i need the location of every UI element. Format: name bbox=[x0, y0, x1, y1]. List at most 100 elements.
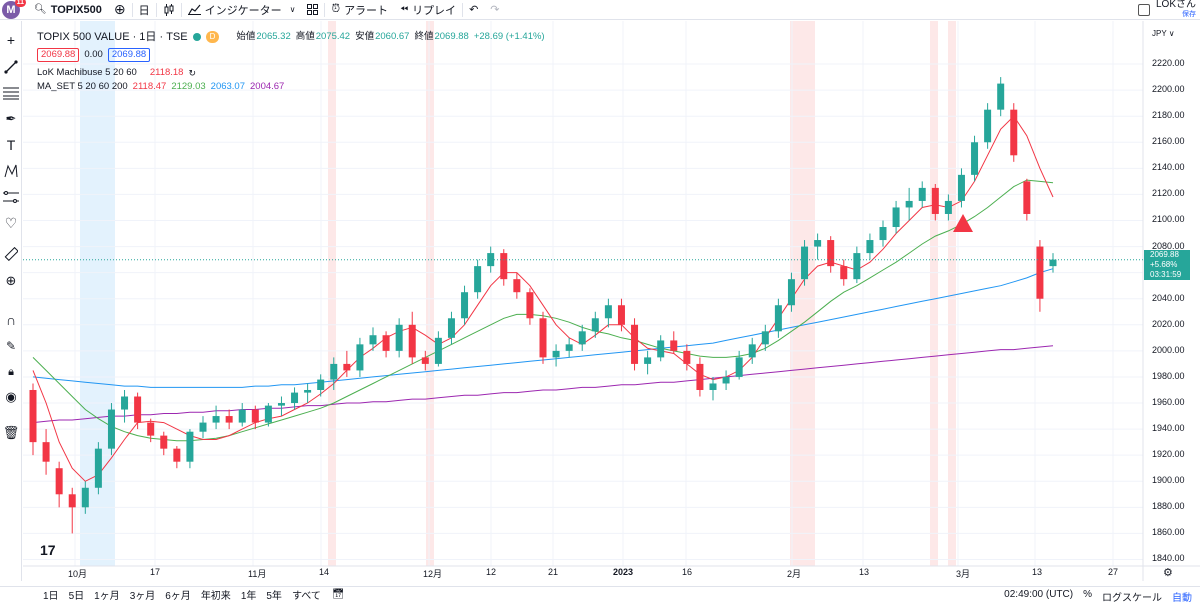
buy-button[interactable]: 2069.88 bbox=[107, 48, 151, 62]
magnet-tool[interactable]: ∩ bbox=[2, 311, 20, 329]
layouts-button[interactable] bbox=[301, 0, 324, 20]
candle-body bbox=[827, 240, 835, 267]
price-tick-label: 2080.00 bbox=[1152, 240, 1185, 251]
text-tool[interactable]: T bbox=[2, 136, 20, 154]
stay-drawing-tool[interactable]: ✎ bbox=[2, 337, 20, 355]
measure-tool[interactable] bbox=[2, 245, 20, 263]
range-button[interactable]: 5日 bbox=[68, 591, 85, 602]
currency-label[interactable]: JPY ∨ bbox=[1152, 29, 1175, 38]
clock[interactable]: 02:49:00 (UTC) bbox=[1004, 589, 1074, 600]
brush-tool[interactable]: ✒︎ bbox=[2, 110, 20, 128]
candle-body bbox=[1010, 109, 1018, 156]
candle-body bbox=[761, 331, 769, 345]
trend-line-tool[interactable] bbox=[2, 58, 20, 76]
fib-tool[interactable] bbox=[2, 84, 20, 102]
ma60-value: 2063.07 bbox=[210, 81, 245, 92]
log-scale-toggle[interactable]: ログスケール bbox=[1102, 593, 1162, 602]
prediction-icon bbox=[3, 191, 19, 203]
compare-button[interactable]: ⊕ bbox=[108, 0, 132, 20]
favorites-tool[interactable]: ♡ bbox=[2, 214, 20, 232]
candle-body bbox=[696, 363, 704, 390]
prediction-tool[interactable] bbox=[2, 188, 20, 206]
replay-button[interactable]: ⏪︎ リプレイ bbox=[394, 0, 462, 20]
user-menu[interactable]: LOKさん 保存 bbox=[1156, 0, 1196, 20]
ma200-value: 2004.67 bbox=[250, 81, 285, 92]
pattern-icon bbox=[4, 164, 18, 178]
candles-icon bbox=[164, 3, 174, 16]
chart-canvas[interactable] bbox=[23, 21, 1200, 581]
magnet-icon: ∩ bbox=[5, 312, 17, 328]
hide-tool[interactable]: ◉ bbox=[2, 388, 20, 406]
range-button[interactable]: 1日 bbox=[43, 591, 59, 602]
zoom-tool[interactable]: ⊕ bbox=[2, 272, 20, 290]
lock-tool[interactable]: 🔒︎ bbox=[2, 363, 20, 381]
range-button[interactable]: 年初来 bbox=[200, 591, 231, 602]
candle-body bbox=[591, 318, 599, 332]
candle-body bbox=[277, 403, 285, 406]
time-tick-label: 2023 bbox=[613, 567, 634, 577]
crosshair-tool[interactable]: + bbox=[2, 31, 20, 49]
candle-body bbox=[801, 246, 809, 280]
candle-body bbox=[840, 266, 848, 280]
ohlc-low-label: 安値 bbox=[355, 31, 375, 42]
pencil-lock-icon: ✎ bbox=[5, 339, 17, 353]
candle-body bbox=[199, 422, 207, 432]
undo-button[interactable]: ↶ bbox=[463, 0, 484, 20]
indicators-button[interactable]: インジケーター ∨ bbox=[182, 0, 302, 20]
tradingview-logo[interactable]: 17 bbox=[40, 542, 56, 558]
price-tick-label: 1840.00 bbox=[1152, 553, 1185, 564]
candle-body bbox=[526, 292, 534, 319]
user-avatar[interactable]: M 11 bbox=[2, 0, 26, 19]
axis-settings-button[interactable]: ⚙ bbox=[1163, 566, 1173, 579]
price-tick-label: 2000.00 bbox=[1152, 344, 1185, 355]
crosshair-icon: + bbox=[6, 32, 16, 48]
price-tick-label: 1940.00 bbox=[1152, 423, 1185, 434]
save-button[interactable]: 保存 bbox=[1182, 11, 1196, 18]
candle-body bbox=[984, 109, 992, 143]
sell-signal-marker bbox=[953, 214, 973, 232]
candle-body bbox=[121, 396, 129, 410]
gear-icon: ⚙ bbox=[1163, 567, 1173, 579]
indicator-row-2[interactable]: MA_SET 5 20 60 200 2118.47 2129.03 2063.… bbox=[37, 80, 545, 94]
time-tick-label: 13 bbox=[859, 567, 870, 577]
price-tick-label: 1960.00 bbox=[1152, 397, 1185, 408]
ma20-value: 2129.03 bbox=[171, 81, 206, 92]
pattern-tool[interactable] bbox=[2, 162, 20, 180]
redo-button[interactable]: ↷ bbox=[484, 0, 505, 20]
interval-button[interactable]: 日 bbox=[133, 0, 156, 20]
redo-icon: ↷ bbox=[490, 4, 500, 16]
range-button[interactable]: 1ヶ月 bbox=[94, 591, 120, 602]
fib-lines-icon bbox=[3, 87, 19, 100]
candle-body bbox=[670, 340, 678, 351]
symbol-search-button[interactable]: 🔍︎ TOPIX500 bbox=[28, 0, 108, 20]
alert-button[interactable]: ⏰︎ アラート bbox=[325, 0, 394, 20]
candle-body bbox=[787, 279, 795, 306]
indicator-row-1[interactable]: LoK Machibuse 5 20 60 2118.18 ↻ bbox=[37, 66, 545, 80]
remove-tool[interactable]: 🗑︎ bbox=[2, 424, 20, 442]
range-button[interactable]: 1年 bbox=[240, 591, 257, 602]
checkbox-icon[interactable] bbox=[1137, 4, 1150, 16]
price-chart[interactable] bbox=[23, 21, 1200, 581]
candle-body bbox=[683, 350, 691, 364]
sell-button[interactable]: 2069.88 bbox=[37, 48, 80, 62]
candle-body bbox=[107, 409, 115, 449]
candle-body bbox=[369, 335, 377, 345]
alert-label: アラート bbox=[344, 4, 389, 17]
range-button[interactable]: 5年 bbox=[266, 591, 282, 602]
price-tick-label: 1980.00 bbox=[1152, 370, 1185, 381]
range-button[interactable]: すべて bbox=[291, 591, 321, 602]
rewind-icon: ⏪︎ bbox=[400, 4, 409, 15]
time-tick-label: 12月 bbox=[423, 569, 443, 579]
time-axis[interactable]: 10月 17 11月 14 12月 12 21 2023 16 2月 13 3月 13 27 bbox=[23, 566, 1200, 580]
range-button[interactable]: 3ヶ月 bbox=[129, 591, 156, 602]
brush-icon: ✒︎ bbox=[5, 111, 17, 126]
auto-scale-toggle[interactable]: 自動 bbox=[1172, 593, 1192, 602]
chart-type-button[interactable] bbox=[157, 0, 181, 20]
goto-date-button[interactable]: 📅︎ bbox=[332, 589, 345, 600]
candle-body bbox=[892, 207, 900, 228]
candle-body bbox=[173, 448, 181, 462]
symbol-title[interactable]: TOPIX 500 VALUE · 1日 · TSE bbox=[37, 31, 188, 43]
percent-toggle[interactable]: % bbox=[1083, 589, 1092, 600]
range-button[interactable]: 6ヶ月 bbox=[165, 591, 191, 602]
plus-circle-icon: ⊕ bbox=[113, 1, 126, 17]
